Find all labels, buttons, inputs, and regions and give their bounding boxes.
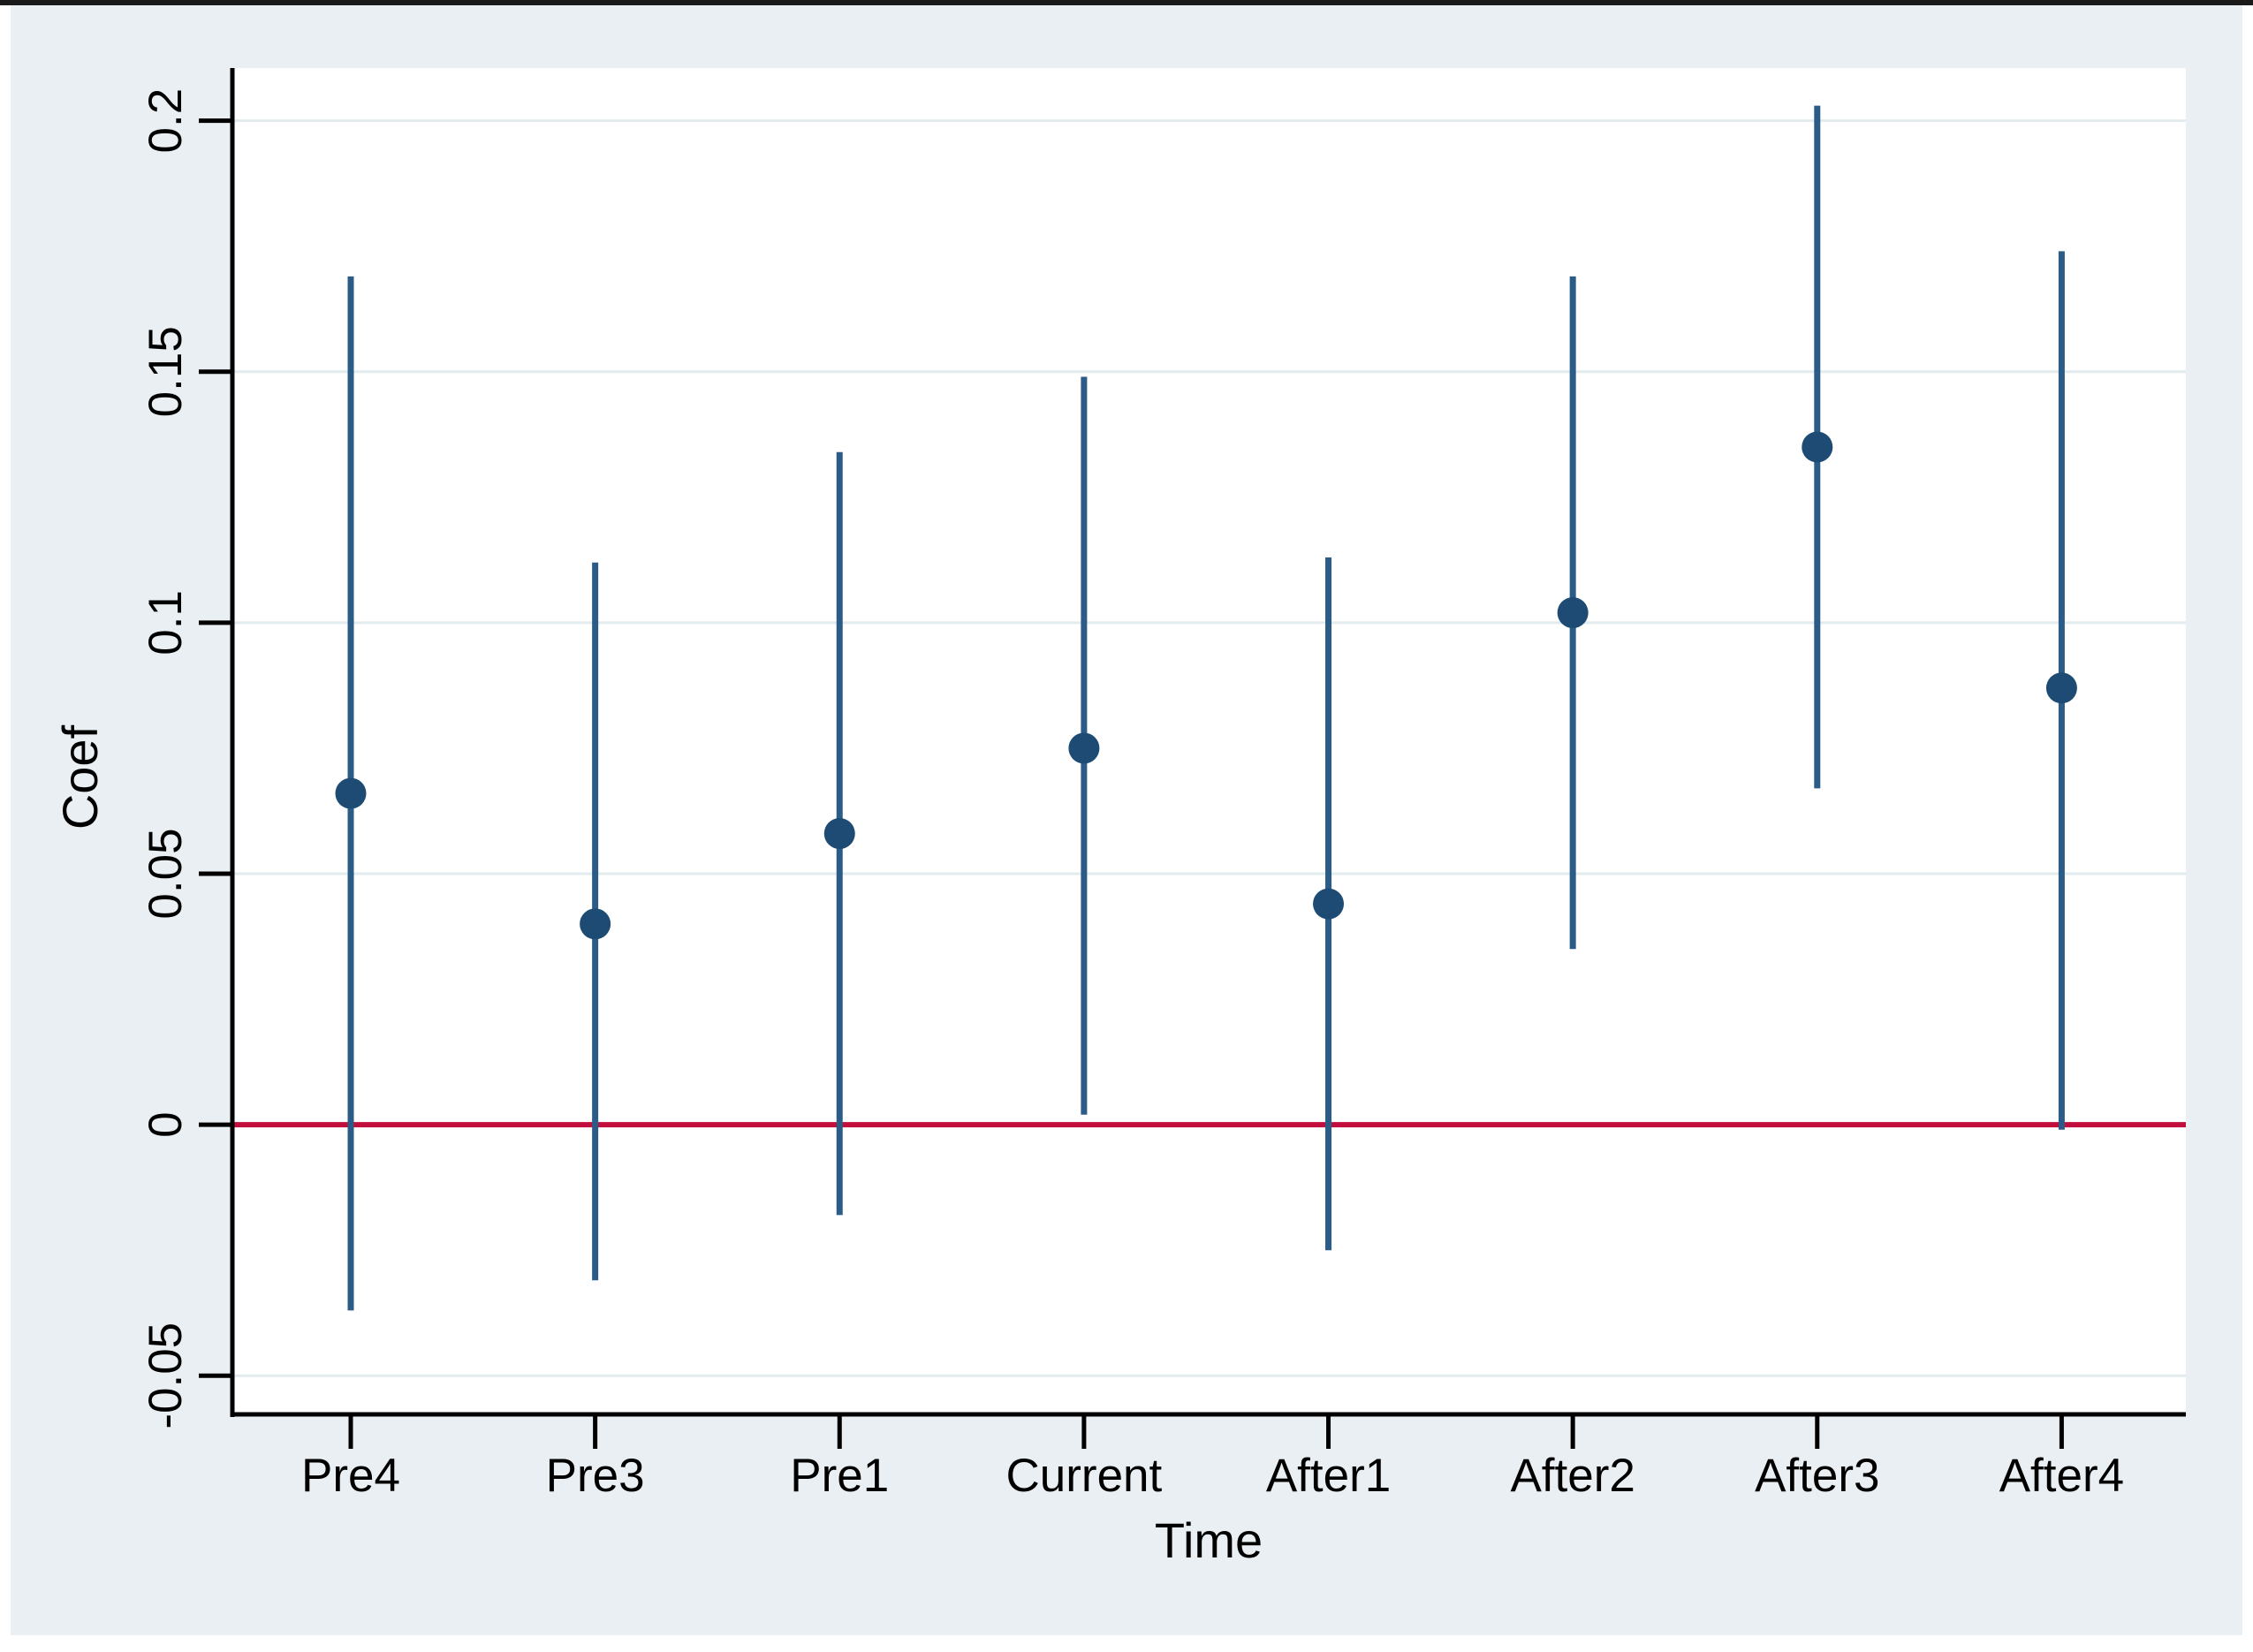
- y-tick-label: 0.2: [140, 88, 192, 154]
- coef-point: [2045, 672, 2077, 704]
- x-category-label: After1: [1266, 1450, 1391, 1502]
- x-category-label: After3: [1755, 1450, 1879, 1502]
- coef-point: [823, 818, 855, 850]
- x-category-label: Current: [1006, 1450, 1163, 1502]
- y-tick-label: 0.15: [140, 326, 192, 417]
- y-tick-label: 0.05: [140, 828, 192, 919]
- x-category-label: Pre4: [301, 1450, 400, 1502]
- coefficient-markers: [335, 431, 2077, 940]
- coef-point: [1068, 732, 1100, 764]
- y-tick-label: -0.05: [140, 1322, 192, 1429]
- coef-point: [335, 777, 367, 809]
- coef-point: [580, 908, 611, 940]
- coef-point: [1802, 431, 1833, 463]
- x-category-label: After4: [1999, 1450, 2124, 1502]
- x-category-label: Pre1: [790, 1450, 889, 1502]
- y-axis-title: Coef: [52, 724, 108, 830]
- x-category-label: After2: [1510, 1450, 1635, 1502]
- x-category-label: Pre3: [546, 1450, 645, 1502]
- y-axis: 0.2 0.15 0.1 0.05 0 -0.05: [140, 68, 235, 1429]
- top-border-line: [0, 0, 2253, 5]
- coef-point: [1313, 888, 1345, 920]
- x-axis: Pre4 Pre3 Pre1 Current After1 After2 After3 Aft…: [230, 1412, 2186, 1502]
- y-tick-label: 0.1: [140, 590, 192, 655]
- plot-area: [232, 68, 2186, 1414]
- y-tick-label: 0: [140, 1111, 192, 1137]
- x-axis-title: Time: [1155, 1512, 1263, 1568]
- coef-point: [1557, 597, 1589, 629]
